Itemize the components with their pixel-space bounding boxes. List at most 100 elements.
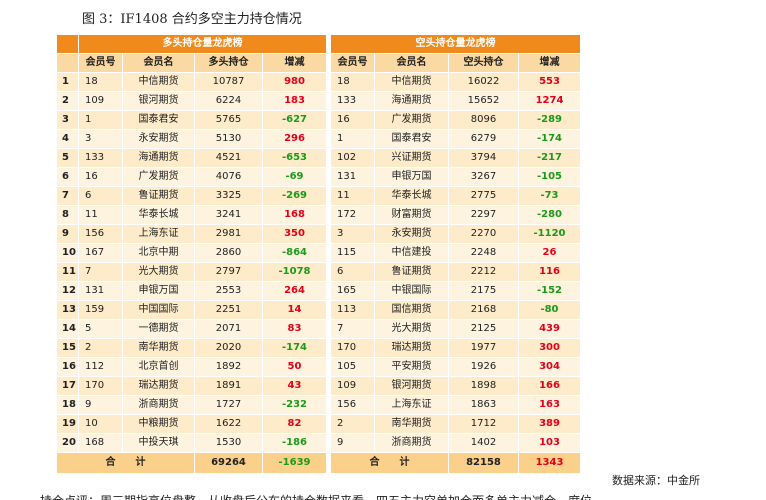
- change-cell: -73: [518, 186, 581, 206]
- position-cell: 2125: [448, 319, 519, 339]
- table-row: 9 156 上海东证 2981 350: [56, 224, 327, 244]
- position-cell: 1892: [194, 357, 263, 377]
- change-cell: -105: [518, 167, 581, 187]
- rank-cell: 15: [56, 338, 79, 358]
- column-header: 会员号: [78, 53, 123, 73]
- member-id-cell: 159: [78, 300, 123, 320]
- change-cell: 82: [262, 414, 327, 434]
- rank-cell: 13: [56, 300, 79, 320]
- member-id-cell: 6: [78, 186, 123, 206]
- member-name-cell: 中信建投: [374, 243, 449, 263]
- table-row: 7 光大期货 2125 439: [330, 319, 581, 339]
- position-cell: 2981: [194, 224, 263, 244]
- short-table-title: 空头持仓量龙虎榜: [330, 34, 581, 54]
- member-id-cell: 167: [78, 243, 123, 263]
- member-id-cell: 1: [330, 129, 375, 149]
- member-name-cell: 浙商期货: [374, 433, 449, 453]
- position-cell: 10787: [194, 72, 263, 92]
- change-cell: -186: [262, 433, 327, 453]
- change-cell: -1078: [262, 262, 327, 282]
- change-cell: 553: [518, 72, 581, 92]
- table-row: 19 10 中粮期货 1622 82: [56, 414, 327, 434]
- member-name-cell: 兴证期货: [374, 148, 449, 168]
- position-cell: 2020: [194, 338, 263, 358]
- member-name-cell: 瑞达期货: [122, 376, 195, 396]
- change-cell: 166: [518, 376, 581, 396]
- total-change: -1639: [262, 452, 327, 474]
- rank-cell: 12: [56, 281, 79, 301]
- table-row: 5 133 海通期货 4521 -653: [56, 148, 327, 168]
- member-name-cell: 申银万国: [122, 281, 195, 301]
- position-cell: 1402: [448, 433, 519, 453]
- rank-cell: 1: [56, 72, 79, 92]
- member-id-cell: 18: [330, 72, 375, 92]
- table-row: 113 国信期货 2168 -80: [330, 300, 581, 320]
- member-name-cell: 永安期货: [374, 224, 449, 244]
- member-id-cell: 172: [330, 205, 375, 225]
- member-name-cell: 广发期货: [374, 110, 449, 130]
- table-row: 11 7 光大期货 2797 -1078: [56, 262, 327, 282]
- member-name-cell: 银河期货: [374, 376, 449, 396]
- member-name-cell: 国信期货: [374, 300, 449, 320]
- change-cell: -80: [518, 300, 581, 320]
- position-cell: 1891: [194, 376, 263, 396]
- change-cell: 14: [262, 300, 327, 320]
- position-cell: 2251: [194, 300, 263, 320]
- position-cell: 2297: [448, 205, 519, 225]
- position-cell: 3267: [448, 167, 519, 187]
- rank-cell: 10: [56, 243, 79, 263]
- long-table-title: 多头持仓量龙虎榜: [78, 34, 327, 54]
- member-name-cell: 鲁证期货: [122, 186, 195, 206]
- change-cell: -653: [262, 148, 327, 168]
- change-cell: 264: [262, 281, 327, 301]
- change-cell: 300: [518, 338, 581, 358]
- rank-cell: 7: [56, 186, 79, 206]
- table-row: 17 170 瑞达期货 1891 43: [56, 376, 327, 396]
- member-name-cell: 南华期货: [122, 338, 195, 358]
- change-cell: 183: [262, 91, 327, 111]
- member-name-cell: 华泰长城: [374, 186, 449, 206]
- change-cell: 296: [262, 129, 327, 149]
- total-label: 合 计: [56, 452, 195, 474]
- member-name-cell: 银河期货: [122, 91, 195, 111]
- table-row: 20 168 中投天琪 1530 -186: [56, 433, 327, 453]
- position-cell: 5765: [194, 110, 263, 130]
- table-row: 1 18 中信期货 10787 980: [56, 72, 327, 92]
- member-id-cell: 165: [330, 281, 375, 301]
- total-value: 82158: [448, 452, 519, 474]
- position-cell: 15652: [448, 91, 519, 111]
- change-cell: 163: [518, 395, 581, 415]
- table-row: 131 申银万国 3267 -105: [330, 167, 581, 187]
- table-row: 1 国泰君安 6279 -174: [330, 129, 581, 149]
- position-cell: 3241: [194, 205, 263, 225]
- member-id-cell: 16: [330, 110, 375, 130]
- member-id-cell: 115: [330, 243, 375, 263]
- position-cell: 4521: [194, 148, 263, 168]
- position-cell: 3794: [448, 148, 519, 168]
- member-id-cell: 170: [78, 376, 123, 396]
- rank-cell: 3: [56, 110, 79, 130]
- change-cell: 980: [262, 72, 327, 92]
- member-id-cell: 170: [330, 338, 375, 358]
- change-cell: -232: [262, 395, 327, 415]
- table-row: 3 永安期货 2270 -1120: [330, 224, 581, 244]
- table-row: 14 5 一德期货 2071 83: [56, 319, 327, 339]
- position-cell: 2168: [448, 300, 519, 320]
- position-cell: 2775: [448, 186, 519, 206]
- change-cell: -627: [262, 110, 327, 130]
- rank-cell: 9: [56, 224, 79, 244]
- member-name-cell: 南华期货: [374, 414, 449, 434]
- change-cell: 389: [518, 414, 581, 434]
- member-name-cell: 海通期货: [122, 148, 195, 168]
- member-name-cell: 浙商期货: [122, 395, 195, 415]
- change-cell: 83: [262, 319, 327, 339]
- column-header: 空头持仓: [448, 53, 519, 73]
- member-name-cell: 永安期货: [122, 129, 195, 149]
- column-header: 增减: [518, 53, 581, 73]
- table-row: 170 瑞达期货 1977 300: [330, 338, 581, 358]
- rank-cell: 2: [56, 91, 79, 111]
- rank-cell: 19: [56, 414, 79, 434]
- member-id-cell: 105: [330, 357, 375, 377]
- rank-cell: 20: [56, 433, 79, 453]
- member-id-cell: 7: [330, 319, 375, 339]
